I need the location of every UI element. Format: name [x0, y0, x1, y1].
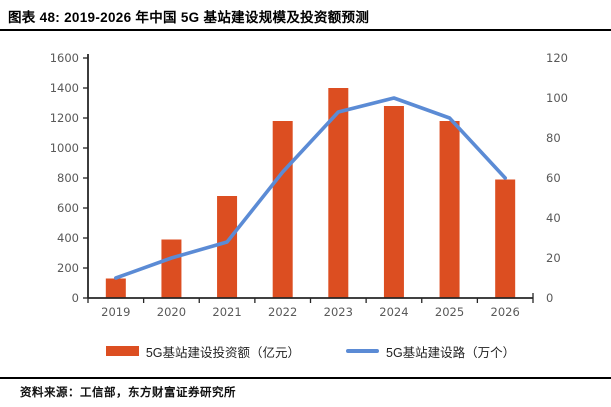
bar — [328, 88, 349, 298]
title-divider — [0, 29, 611, 31]
legend-bar-label: 5G基站建设投资额（亿元） — [145, 345, 300, 360]
y-axis-tick-label: 0 — [72, 291, 79, 305]
bar — [105, 278, 126, 298]
trend-line — [114, 96, 507, 280]
y-axis-tick-label: 1000 — [50, 141, 79, 155]
bar — [217, 196, 238, 298]
x-axis-tick-label: 2021 — [212, 305, 241, 319]
x-axis-tick-label: 2022 — [268, 305, 297, 319]
figure-title: 图表 48: 2019-2026 年中国 5G 基站建设规模及投资额预测 — [8, 10, 370, 25]
x-axis-tick-label: 2023 — [324, 305, 353, 319]
right-axis-tick-label: 0 — [546, 291, 553, 305]
y-axis-tick-label: 200 — [57, 261, 79, 275]
right-axis-tick-label: 40 — [546, 211, 561, 225]
legend-item-investment: 5G基站建设投资额（亿元） — [105, 342, 300, 361]
x-axis-tick-label: 2024 — [379, 305, 408, 319]
chart-legend: 5G基站建设投资额（亿元） 5G基站建设路（万个） — [88, 340, 533, 362]
right-axis-tick-label: 60 — [546, 171, 561, 185]
bar — [439, 121, 460, 298]
bar — [495, 179, 516, 298]
bar — [383, 106, 404, 298]
legend-item-stations: 5G基站建设路（万个） — [346, 342, 515, 361]
y-axis-tick-label: 1400 — [50, 81, 79, 95]
right-axis-tick-label: 100 — [546, 91, 568, 105]
bar — [161, 239, 182, 298]
x-axis-tick-label: 2019 — [101, 305, 130, 319]
legend-bar-swatch — [105, 346, 139, 356]
y-axis-tick-label: 400 — [57, 231, 79, 245]
legend-line-label: 5G基站建设路（万个） — [386, 345, 516, 360]
source-divider — [0, 377, 611, 379]
y-axis-tick-label: 600 — [57, 201, 79, 215]
legend-line-swatch — [346, 349, 379, 353]
x-axis-tick-label: 2026 — [491, 305, 520, 319]
y-axis-tick-label: 1200 — [50, 111, 79, 125]
x-axis-tick-label: 2020 — [157, 305, 186, 319]
right-axis-tick-label: 20 — [546, 251, 561, 265]
bar — [272, 121, 293, 298]
y-axis-tick-label: 1600 — [50, 51, 79, 65]
source-note: 资料来源：工信部，东方财富证券研究所 — [20, 387, 236, 399]
y-axis-tick-label: 800 — [57, 171, 79, 185]
right-axis-tick-label: 120 — [546, 51, 568, 65]
x-axis-tick-label: 2025 — [435, 305, 464, 319]
right-axis-tick-label: 80 — [546, 131, 561, 145]
